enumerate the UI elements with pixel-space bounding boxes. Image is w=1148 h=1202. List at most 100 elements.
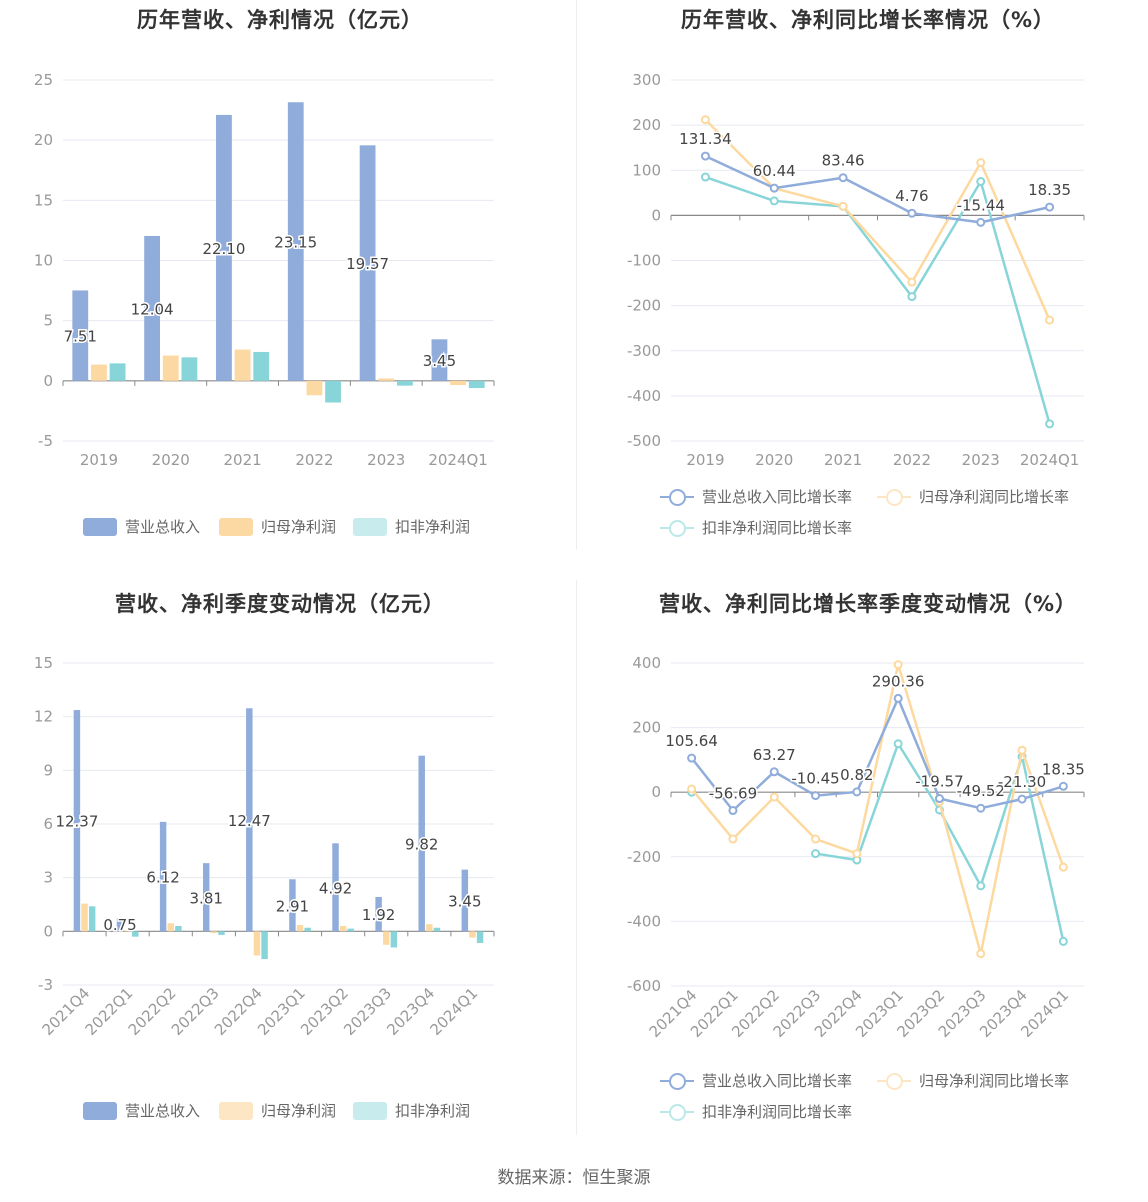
bar-revenue: [72, 290, 89, 381]
bar-deducted-profit: [390, 931, 398, 948]
bar-revenue: [202, 863, 210, 932]
bar-deducted-profit: [304, 927, 311, 932]
bar-revenue: [332, 843, 339, 932]
bar-revenue: [289, 879, 296, 932]
bar-deducted-profit: [476, 931, 484, 943]
y-tick-label: 20: [34, 131, 53, 149]
x-tick-label: 2021: [223, 451, 261, 469]
quarterly-growth-chart: 营收、净利同比增长率季度变动情况（%） -600 -400 -200 0 200 400 2…: [588, 584, 1148, 1144]
quarterly-growth-plot: -600-400-20002004002021Q42022Q12022Q2202…: [627, 654, 1086, 1041]
x-tick-label: 2024Q1: [428, 451, 488, 469]
data-label: 2.91: [276, 897, 309, 915]
bar-deducted-profit: [109, 363, 126, 381]
series-line-parent-profit-growth: [690, 663, 1065, 955]
series-line-deducted-profit-growth: [705, 175, 1051, 425]
data-label: 18.35: [1042, 760, 1085, 778]
y-tick-label: -5: [38, 432, 53, 450]
bar-revenue: [246, 708, 253, 932]
y-tick-label: 9: [43, 761, 53, 779]
series-point: [838, 173, 848, 183]
legend-swatch: [877, 1072, 911, 1090]
series-point: [1058, 862, 1068, 872]
x-tick-label: 2020: [755, 451, 793, 469]
bar-revenue: [287, 102, 304, 381]
bar-deducted-profit: [218, 931, 225, 935]
vertical-divider: [576, 580, 577, 1135]
chart-legend[interactable]: 营业总收入同比增长率 归母净利润同比增长率 扣非净利润同比增长率: [588, 1070, 1148, 1130]
legend-label: 营业总收入: [125, 518, 201, 536]
bar-parent-profit: [426, 924, 433, 932]
chart-legend[interactable]: 营业总收入 归母净利润 扣非净利润: [0, 1100, 560, 1130]
series-point: [976, 949, 986, 959]
series-point: [700, 172, 710, 182]
data-label: 0.82: [840, 766, 873, 784]
data-label: 9.82: [405, 835, 438, 853]
legend-label: 营业总收入同比增长率: [702, 1072, 853, 1090]
bar-parent-profit: [296, 925, 304, 932]
series-point: [907, 208, 917, 218]
series-point: [1045, 202, 1055, 212]
bar-deducted-profit: [468, 380, 485, 389]
data-label: 12.37: [55, 813, 98, 831]
series-point: [907, 277, 917, 287]
x-tick-label: 2020: [152, 451, 190, 469]
y-tick-label: 100: [632, 161, 661, 179]
legend-parent-profit-growth[interactable]: 归母净利润同比增长率: [877, 486, 1069, 507]
legend-label: 扣非净利润同比增长率: [702, 1103, 853, 1121]
legend-revenue[interactable]: 营业总收入: [83, 1100, 200, 1121]
series-point: [893, 660, 903, 670]
y-tick-label: -200: [627, 297, 661, 315]
legend-deducted-profit[interactable]: 扣非净利润: [353, 516, 470, 537]
series-point: [1058, 936, 1068, 946]
legend-revenue[interactable]: 营业总收入: [83, 516, 200, 537]
series-point: [838, 201, 848, 211]
chart-legend[interactable]: 营业总收入同比增长率 归母净利润同比增长率 扣非净利润同比增长率: [588, 486, 1148, 546]
bar-parent-profit: [162, 355, 179, 381]
data-label: 60.44: [753, 162, 796, 180]
legend-deducted-profit-growth[interactable]: 扣非净利润同比增长率: [660, 517, 852, 538]
series-point: [811, 791, 821, 801]
series-point: [907, 292, 917, 302]
y-tick-label: 3: [43, 869, 53, 887]
legend-label: 营业总收入: [125, 1102, 201, 1120]
quarterly-amount-chart: 营收、净利季度变动情况（亿元） -3 0 3 6 9 12 15 2021Q4 2022Q1 20…: [0, 584, 560, 1144]
series-point: [1045, 419, 1055, 429]
bar-parent-profit: [469, 931, 476, 938]
series-point: [700, 115, 710, 125]
annual-growth-chart: 历年营收、净利同比增长率情况（%） -500 -400 -300 -200 -100 0 1…: [588, 0, 1148, 560]
series-point: [1058, 781, 1068, 791]
chart-legend[interactable]: 营业总收入 归母净利润 扣非净利润: [0, 516, 560, 546]
legend-swatch: [660, 1103, 694, 1121]
legend-parent-profit-growth[interactable]: 归母净利润同比增长率: [877, 1070, 1069, 1091]
chart-title: 营收、净利季度变动情况（亿元）: [115, 592, 445, 616]
legend-parent-profit[interactable]: 归母净利润: [219, 1100, 336, 1121]
legend-swatch: [353, 1101, 387, 1120]
y-tick-label: -600: [627, 977, 661, 995]
legend-revenue-growth[interactable]: 营业总收入同比增长率: [660, 1070, 852, 1091]
data-label: 23.15: [274, 234, 317, 252]
legend-deducted-profit-growth[interactable]: 扣非净利润同比增长率: [660, 1101, 852, 1122]
bar-parent-profit: [81, 903, 88, 932]
bar-parent-profit: [124, 930, 131, 932]
series-point: [811, 834, 821, 844]
legend-deducted-profit[interactable]: 扣非净利润: [353, 1100, 470, 1121]
legend-label: 营业总收入同比增长率: [702, 488, 853, 506]
series-point: [976, 158, 986, 168]
bar-parent-profit: [210, 931, 218, 934]
data-label: 22.10: [202, 240, 245, 258]
y-tick-label: 0: [651, 783, 661, 801]
legend-revenue-growth[interactable]: 营业总收入同比增长率: [660, 486, 852, 507]
legend-label: 扣非净利润同比增长率: [702, 519, 853, 537]
legend-parent-profit[interactable]: 归母净利润: [219, 516, 336, 537]
legend-label: 归母净利润同比增长率: [919, 1072, 1070, 1090]
bar-revenue: [461, 869, 469, 932]
data-label: 12.47: [228, 812, 271, 830]
series-point: [769, 767, 779, 777]
bar-parent-profit: [450, 380, 466, 386]
bar-revenue: [73, 710, 81, 932]
data-label: -15.44: [957, 196, 1005, 214]
x-tick-label: 2022: [893, 451, 931, 469]
data-label: 12.04: [131, 300, 174, 318]
data-label: -21.30: [998, 773, 1046, 791]
y-tick-label: 300: [632, 71, 661, 89]
